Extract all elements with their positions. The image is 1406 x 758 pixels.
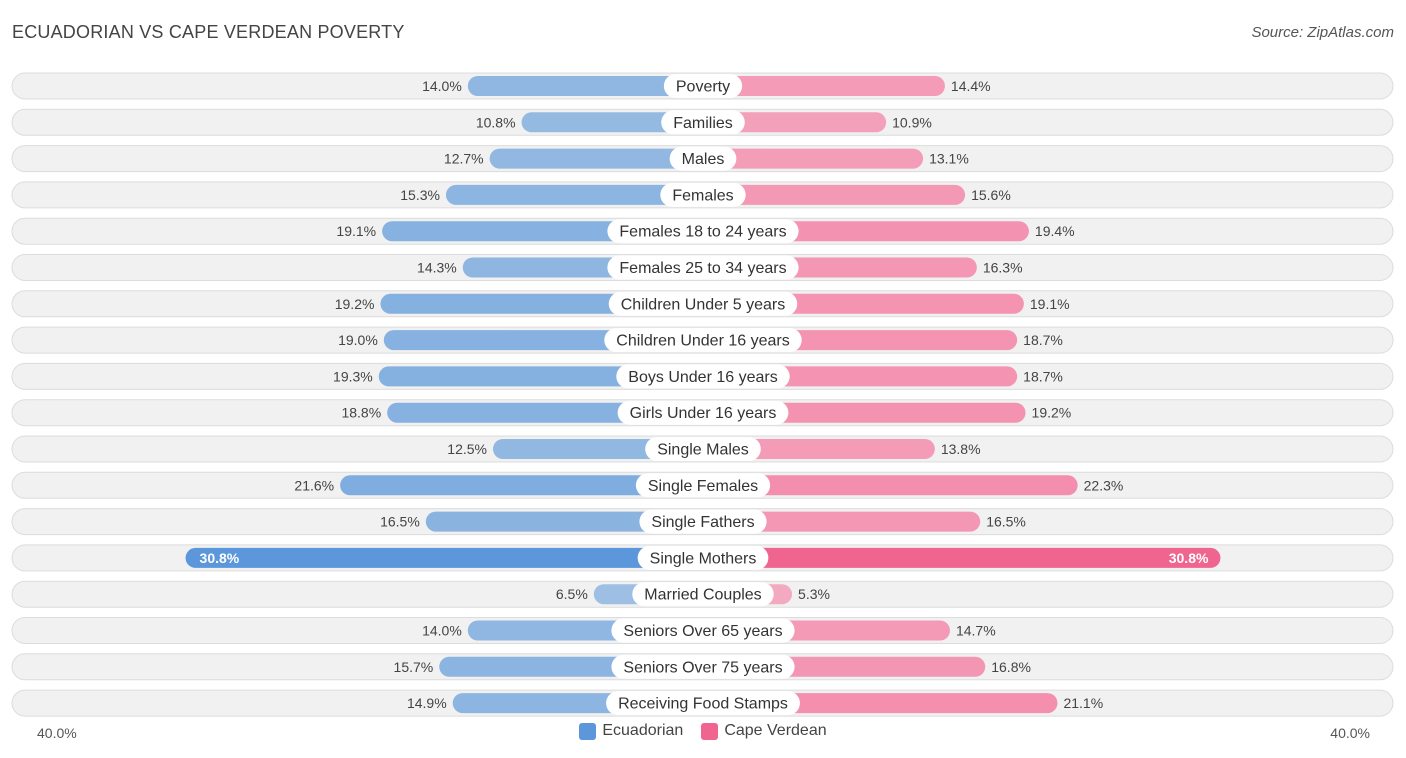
bar-cape-verdean-families: [703, 112, 887, 133]
category-pill-married-couples: [632, 582, 774, 607]
category-label-females: Females: [672, 187, 733, 204]
value-label-ecuadorian-single-fathers: 16.5%: [380, 514, 420, 530]
category-pill-single-males: [645, 437, 761, 461]
category-pill-single-fathers: [639, 509, 767, 534]
value-label-cape-verdean-seniors-over-75-years: 16.8%: [991, 659, 1031, 675]
value-label-ecuadorian-children-under-5-years: 19.2%: [335, 296, 375, 312]
value-label-cape-verdean-single-fathers: 16.5%: [986, 514, 1026, 530]
category-label-single-mothers: Single Mothers: [650, 550, 757, 567]
value-label-cape-verdean-single-females: 22.3%: [1084, 477, 1124, 493]
value-label-cape-verdean-single-males: 13.8%: [941, 441, 981, 457]
value-label-cape-verdean-females-18-to-24-years: 19.4%: [1035, 223, 1075, 239]
category-label-children-under-16-years: Children Under 16 years: [616, 333, 789, 350]
category-pill-single-females: [635, 473, 771, 498]
value-label-cape-verdean-females: 15.6%: [971, 187, 1011, 203]
value-label-ecuadorian-females: 15.3%: [400, 187, 440, 203]
value-label-ecuadorian-boys-under-16-years: 19.3%: [333, 368, 373, 384]
bar-cape-verdean-single-mothers: [703, 547, 1221, 568]
category-pill-females-25-to-34-years: [607, 255, 799, 280]
category-label-females-18-to-24-years: Females 18 to 24 years: [619, 224, 786, 241]
chart-title: ECUADORIAN VS CAPE VERDEAN POVERTY: [12, 22, 405, 42]
category-label-married-couples: Married Couples: [644, 587, 761, 604]
value-label-ecuadorian-females-25-to-34-years: 14.3%: [417, 260, 457, 276]
value-label-cape-verdean-seniors-over-65-years: 14.7%: [956, 623, 996, 639]
legend-label-cape-verdean: Cape Verdean: [724, 722, 827, 739]
category-label-receiving-food-stamps: Receiving Food Stamps: [618, 696, 788, 713]
axis-max-label: 40.0%: [1330, 725, 1370, 741]
category-pill-girls-under-16-years: [617, 400, 789, 425]
category-label-females-25-to-34-years: Females 25 to 34 years: [619, 260, 786, 277]
category-label-boys-under-16-years: Boys Under 16 years: [628, 369, 777, 386]
bar-ecuadorian-poverty: [467, 76, 703, 96]
value-label-ecuadorian-single-mothers: 30.8%: [200, 550, 240, 566]
category-pill-males: [669, 146, 737, 171]
value-label-ecuadorian-single-females: 21.6%: [294, 477, 334, 493]
category-label-poverty: Poverty: [676, 79, 730, 96]
bar-ecuadorian-single-mothers: [185, 547, 703, 568]
category-pill-receiving-food-stamps: [606, 691, 800, 716]
category-label-single-females: Single Females: [648, 478, 758, 495]
value-label-ecuadorian-children-under-16-years: 19.0%: [338, 332, 378, 348]
diverging-bar-chart: Poverty 14.0% 14.4% Families 10.8% 10.9% Males…: [11, 72, 1394, 717]
category-label-males: Males: [682, 151, 725, 168]
category-label-seniors-over-65-years: Seniors Over 65 years: [623, 623, 782, 640]
value-label-ecuadorian-females-18-to-24-years: 19.1%: [336, 223, 376, 239]
value-label-ecuadorian-seniors-over-65-years: 14.0%: [422, 623, 462, 639]
value-label-ecuadorian-males: 12.7%: [444, 151, 484, 167]
category-pill-poverty: [663, 74, 743, 98]
category-pill-seniors-over-75-years: [611, 654, 795, 679]
bar-cape-verdean-females: [703, 184, 966, 205]
category-label-girls-under-16-years: Girls Under 16 years: [630, 405, 777, 422]
value-label-cape-verdean-single-mothers: 30.8%: [1169, 550, 1209, 566]
bar-cape-verdean-poverty: [703, 76, 945, 96]
category-label-single-fathers: Single Fathers: [651, 514, 754, 531]
value-label-cape-verdean-children-under-5-years: 19.1%: [1030, 296, 1070, 312]
value-label-ecuadorian-girls-under-16-years: 18.8%: [341, 405, 381, 421]
value-label-cape-verdean-families: 10.9%: [892, 114, 932, 130]
value-label-cape-verdean-receiving-food-stamps: 21.1%: [1063, 695, 1103, 711]
source-credit: Source: ZipAtlas.com: [1251, 24, 1394, 41]
bar-ecuadorian-single-females: [340, 475, 703, 496]
category-pill-single-mothers: [637, 545, 769, 570]
value-label-ecuadorian-receiving-food-stamps: 14.9%: [407, 695, 447, 711]
category-pill-children-under-5-years: [608, 291, 798, 316]
legend-label-ecuadorian: Ecuadorian: [602, 722, 684, 739]
bar-cape-verdean-single-females: [703, 475, 1078, 496]
value-label-cape-verdean-girls-under-16-years: 19.2%: [1032, 405, 1072, 421]
value-label-ecuadorian-married-couples: 6.5%: [556, 586, 588, 602]
value-label-cape-verdean-married-couples: 5.3%: [798, 586, 830, 602]
bar-cape-verdean-single-males: [703, 439, 935, 459]
category-pill-boys-under-16-years: [616, 364, 790, 389]
bar-ecuadorian-males: [489, 148, 703, 169]
category-label-seniors-over-75-years: Seniors Over 75 years: [623, 659, 782, 676]
value-label-ecuadorian-poverty: 14.0%: [422, 78, 462, 94]
category-pill-females: [660, 182, 746, 207]
bar-ecuadorian-single-fathers: [425, 511, 703, 532]
bar-cape-verdean-males: [703, 148, 924, 169]
value-label-cape-verdean-males: 13.1%: [929, 151, 969, 167]
category-label-children-under-5-years: Children Under 5 years: [621, 296, 786, 313]
category-pill-children-under-16-years: [604, 328, 802, 353]
legend-item-cape-verdean: Cape Verdean: [701, 722, 827, 740]
value-label-cape-verdean-females-25-to-34-years: 16.3%: [983, 260, 1023, 276]
axis-min-label: 40.0%: [37, 725, 77, 741]
bar-ecuadorian-families: [521, 112, 703, 133]
category-pill-females-18-to-24-years: [607, 219, 799, 244]
value-label-ecuadorian-single-males: 12.5%: [447, 441, 487, 457]
value-label-cape-verdean-boys-under-16-years: 18.7%: [1023, 368, 1063, 384]
legend-swatch-cape-verdean: [701, 722, 719, 740]
value-label-ecuadorian-families: 10.8%: [476, 114, 516, 130]
value-label-ecuadorian-seniors-over-75-years: 15.7%: [394, 659, 434, 675]
legend-swatch-ecuadorian: [579, 722, 597, 740]
category-pill-seniors-over-65-years: [611, 618, 795, 643]
category-label-families: Families: [673, 115, 733, 132]
value-label-cape-verdean-poverty: 14.4%: [951, 78, 991, 94]
value-label-cape-verdean-children-under-16-years: 18.7%: [1023, 332, 1063, 348]
category-label-single-males: Single Males: [657, 442, 749, 459]
category-pill-families: [661, 110, 745, 135]
legend-item-ecuadorian: Ecuadorian: [579, 722, 683, 740]
bar-cape-verdean-single-fathers: [703, 511, 981, 532]
legend: Ecuadorian Cape Verdean: [0, 722, 1406, 740]
bar-ecuadorian-females: [445, 184, 703, 205]
